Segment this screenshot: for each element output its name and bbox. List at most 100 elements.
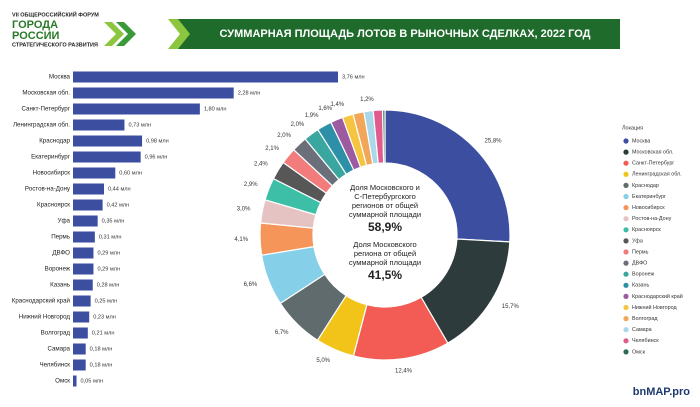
legend-label: Красноярск — [632, 227, 661, 233]
y-tick-label: Уфа — [58, 218, 71, 225]
y-tick-label: Омск — [55, 378, 70, 385]
value-label: 0,21 млн — [92, 330, 115, 336]
bar — [73, 183, 105, 195]
value-label: 6,7% — [275, 330, 289, 336]
value-label: 1,6% — [318, 106, 332, 112]
value-label: 1,2% — [360, 97, 374, 103]
value-label: 0,18 млн — [90, 346, 113, 352]
legend-label: Челябинск — [632, 338, 659, 344]
center-value: 58,9% — [368, 220, 402, 234]
legend-marker — [623, 282, 629, 288]
legend-label: ДВФО — [632, 261, 647, 267]
bar — [73, 279, 93, 291]
legend-marker — [623, 316, 629, 322]
legend-label: Екатеринбург — [632, 194, 666, 200]
bar — [73, 151, 141, 163]
value-label: 2,0% — [277, 133, 291, 139]
legend-marker — [623, 304, 629, 311]
y-tick-label: Волгоград — [41, 330, 71, 337]
legend-label: Казань — [632, 283, 650, 289]
bar — [73, 199, 103, 211]
logo: VII ОБЩЕРОССИЙСКИЙ ФОРУМ ГОРОДА РОССИИ С… — [12, 10, 136, 48]
center-text: суммарной площади — [349, 210, 421, 219]
value-label: 3,76 млн — [342, 74, 365, 80]
value-label: 4,1% — [234, 237, 248, 243]
legend-label: Москва — [632, 138, 650, 144]
y-tick-label: Ростов-на-Дону — [25, 186, 71, 193]
bar — [73, 247, 94, 259]
legend-marker — [623, 271, 629, 277]
legend-label: Пермь — [632, 249, 649, 255]
bar — [73, 231, 95, 243]
y-tick-label: Краснодар — [39, 138, 70, 145]
value-label: 6,6% — [244, 282, 258, 288]
logo-chevron — [116, 22, 136, 46]
bar — [73, 295, 91, 307]
legend-label: Нижний Новгород — [632, 304, 677, 311]
legend-marker — [623, 171, 629, 177]
y-tick-label: Челябинск — [39, 362, 70, 369]
value-label: 1,4% — [330, 102, 344, 108]
value-label: 0,29 млн — [97, 250, 120, 256]
value-label: 0,60 млн — [119, 170, 142, 176]
y-tick-label: Воронеж — [45, 266, 71, 273]
legend-marker — [623, 160, 629, 166]
value-label: 1,80 млн — [204, 106, 227, 112]
donut-segment — [384, 109, 511, 243]
y-tick-label: Нижний Новгород — [19, 314, 71, 321]
legend-marker — [623, 349, 629, 355]
bar — [73, 327, 88, 339]
legend-marker — [623, 182, 629, 188]
logo-subtitle: СТРАТЕГИЧЕСКОГО РАЗВИТИЯ — [12, 42, 98, 48]
value-label: 0,98 млн — [146, 138, 169, 144]
legend-label: Краснодарский край — [632, 293, 683, 300]
legend-label: Краснодар — [632, 183, 659, 189]
chart-title: СУММАРНАЯ ПЛОЩАДЬ ЛОТОВ В РЫНОЧНЫХ СДЕЛК… — [219, 28, 590, 40]
value-label: 0,29 млн — [97, 266, 120, 272]
legend-label: Волгоград — [632, 316, 658, 322]
legend-marker — [623, 293, 629, 299]
center-text: регионов от общей — [352, 201, 418, 210]
legend-marker — [623, 138, 629, 144]
value-label: 1,9% — [305, 113, 319, 119]
legend-label: Санкт-Петербург — [632, 161, 674, 167]
legend-marker — [623, 149, 629, 155]
logo-title: РОССИИ — [12, 30, 60, 42]
bar — [73, 87, 234, 99]
value-label: 0,18 млн — [90, 362, 113, 368]
legend-label: Новосибирск — [632, 205, 665, 211]
value-label: 12,4% — [395, 368, 413, 374]
value-label: 2,0% — [291, 122, 305, 128]
center-text: Доля Московского и — [350, 183, 420, 192]
legend-label: Уфа — [632, 238, 643, 244]
y-tick-label: Краснодарский край — [12, 298, 71, 305]
legend-marker — [623, 216, 629, 222]
legend-marker — [623, 193, 629, 200]
bar — [73, 311, 90, 323]
legend-label: Московская обл. — [632, 150, 674, 156]
value-label: 2,9% — [244, 182, 258, 188]
center-text: Доля Московского — [353, 240, 416, 249]
donut-segment — [382, 109, 386, 164]
value-label: 5,0% — [316, 358, 330, 364]
center-value: 41,5% — [368, 268, 402, 282]
value-label: 0,96 млн — [145, 154, 168, 160]
bar — [73, 215, 98, 227]
legend-marker — [623, 205, 629, 211]
legend-label: Воронеж — [632, 272, 655, 278]
value-label: 0,73 млн — [128, 122, 151, 128]
y-tick-label: Санкт-Петербург — [21, 106, 70, 113]
value-label: 0,25 млн — [95, 298, 118, 304]
value-label: 0,23 млн — [93, 314, 116, 320]
y-tick-label: Пермь — [51, 234, 70, 241]
logo-title: ГОРОДА — [12, 19, 58, 31]
value-label: 2,28 млн — [238, 90, 261, 96]
brand: bnMAP.pro — [633, 386, 691, 398]
value-label: 2,4% — [254, 162, 268, 168]
y-tick-label: Казань — [50, 282, 70, 289]
bar — [73, 167, 116, 179]
legend-marker — [623, 238, 629, 244]
y-tick-label: ДВФО — [52, 250, 70, 257]
value-label: 0,31 млн — [99, 234, 122, 240]
